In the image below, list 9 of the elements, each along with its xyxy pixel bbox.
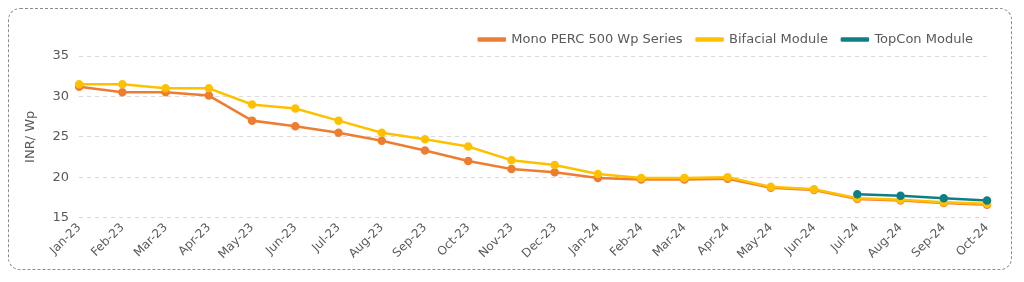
y-axis-title: INR/ Wp — [22, 110, 38, 163]
y-tick-label: 25 — [52, 128, 70, 144]
y-tick-label: 35 — [52, 47, 70, 63]
y-tick-label: 15 — [52, 208, 70, 224]
y-tick-label: 30 — [52, 87, 70, 103]
legend-label: Mono PERC 500 Wp Series — [511, 30, 683, 46]
y-tick-label: 20 — [52, 168, 70, 184]
legend-label: Bifacial Module — [729, 30, 828, 46]
legend-label: TopCon Module — [873, 30, 974, 46]
